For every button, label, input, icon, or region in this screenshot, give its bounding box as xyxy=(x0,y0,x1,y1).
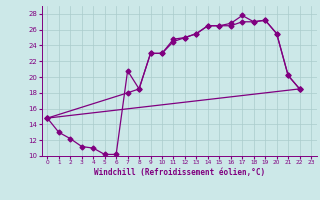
X-axis label: Windchill (Refroidissement éolien,°C): Windchill (Refroidissement éolien,°C) xyxy=(94,168,265,177)
